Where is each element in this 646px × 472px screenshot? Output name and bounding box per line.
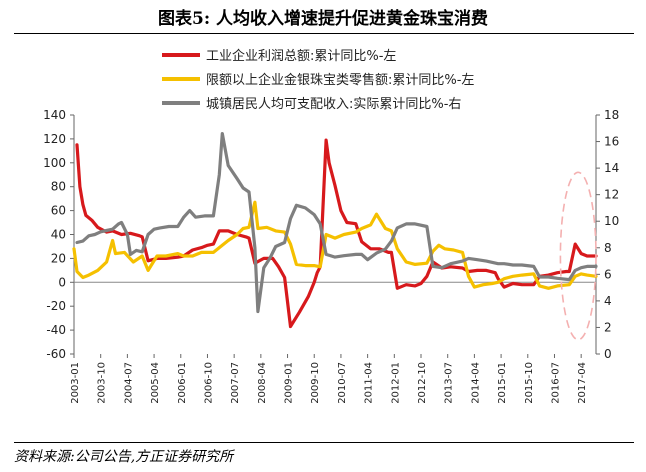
left-tick-label: -40 — [46, 323, 66, 337]
right-tick-label: 0 — [604, 347, 612, 361]
left-tick-label: 60 — [51, 204, 66, 218]
x-tick-label: 2009-10 — [310, 362, 321, 404]
x-tick-label: 2013-07 — [444, 362, 455, 404]
x-tick-label: 2006-01 — [177, 362, 188, 404]
right-tick-label: 12 — [604, 188, 619, 202]
x-tick-label: 2009-01 — [284, 362, 295, 404]
right-tick-label: 8 — [604, 241, 612, 255]
left-tick-label: 40 — [51, 228, 66, 242]
x-tick-label: 2014-04 — [470, 362, 481, 404]
x-tick-label: 2012-10 — [417, 362, 428, 404]
chart: -60 -40 -20 0 20 40 60 80 100 120 140 0 2 4 6 8 10 12 14 1… — [43, 48, 619, 404]
x-tick-label: 2010-07 — [337, 362, 348, 404]
highlight-ellipse — [559, 171, 597, 341]
left-tick-label: -20 — [46, 299, 66, 313]
left-tick-label: 100 — [43, 156, 66, 170]
right-tick-label: 6 — [604, 267, 612, 281]
left-tick-label: 80 — [51, 180, 66, 194]
right-tick-label: 4 — [604, 294, 612, 308]
source-divider — [14, 442, 634, 443]
right-tick-label: 16 — [604, 135, 619, 149]
x-tick-label: 2004-07 — [123, 362, 134, 404]
x-tick-label: 2012-01 — [390, 362, 401, 404]
legend-label-1: 工业企业利润总额:累计同比%-左 — [206, 48, 396, 64]
x-tick-label: 2007-07 — [230, 362, 241, 404]
right-tick-label: 14 — [604, 161, 619, 175]
x-tick-label: 2015-01 — [497, 362, 508, 404]
left-tick-label: 0 — [58, 275, 66, 289]
x-tick-label: 2008-04 — [257, 362, 268, 404]
series-line-2 — [72, 200, 598, 290]
left-tick-label: 20 — [51, 251, 66, 265]
chart-title: 图表5: 人均收入增速提升促进黄金珠宝消费 — [157, 9, 489, 29]
x-tick-label: 2011-04 — [364, 362, 375, 404]
right-tick-label: 18 — [604, 108, 619, 122]
left-tick-label: 120 — [43, 132, 66, 146]
series-line-3 — [75, 132, 598, 314]
x-tick-label: 2015-10 — [524, 362, 535, 404]
x-tick-label: 2016-07 — [550, 362, 561, 404]
source-note: 资料来源:公司公告,方正证券研究所 — [14, 449, 234, 465]
series-line-1 — [75, 138, 598, 329]
left-tick-label: 140 — [43, 108, 66, 122]
x-tick-label: 2006-10 — [203, 362, 214, 404]
right-tick-label: 2 — [604, 320, 612, 334]
right-tick-label: 10 — [604, 214, 619, 228]
x-tick-label: 2005-04 — [150, 362, 161, 404]
x-tick-label: 2017-04 — [577, 362, 588, 404]
legend-label-2: 限额以上企业金银珠宝类零售额:累计同比%-左 — [206, 72, 474, 88]
left-tick-label: -60 — [46, 347, 66, 361]
x-tick-label: 2003-10 — [97, 362, 108, 404]
title-divider — [14, 33, 634, 34]
legend-label-3: 城镇居民人均可支配收入:实际累计同比%-右 — [206, 97, 461, 112]
x-tick-label: 2003-01 — [70, 362, 81, 404]
